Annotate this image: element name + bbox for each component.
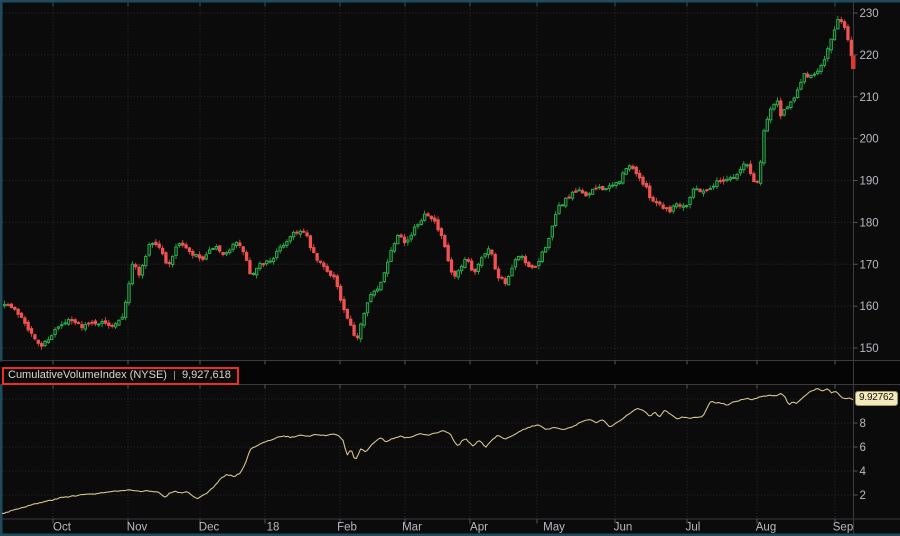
svg-text:Jul: Jul [686,522,701,534]
svg-text:170: 170 [860,259,879,271]
svg-text:220: 220 [860,50,879,62]
svg-text:Apr: Apr [470,522,488,534]
indicator-name: CumulativeVolumeIndex (NYSE) [8,369,167,381]
svg-text:Mar: Mar [402,522,422,534]
svg-text:2: 2 [860,490,866,502]
svg-text:230: 230 [860,8,879,20]
indicator-label[interactable]: CumulativeVolumeIndex (NYSE) 9,927,618 [2,367,239,385]
svg-text:Jun: Jun [614,522,633,534]
svg-text:Sep: Sep [833,522,853,534]
svg-text:May: May [543,522,565,534]
svg-text:18: 18 [267,522,280,534]
svg-text:160: 160 [860,301,879,313]
indicator-label-divider [173,371,175,380]
svg-text:8: 8 [860,418,866,430]
svg-text:190: 190 [860,176,879,188]
svg-text:Nov: Nov [127,522,148,534]
svg-text:Aug: Aug [756,522,776,534]
svg-text:Dec: Dec [199,522,220,534]
svg-text:200: 200 [860,134,879,146]
svg-text:Oct: Oct [53,522,72,534]
svg-text:210: 210 [860,92,879,104]
svg-text:Feb: Feb [337,522,357,534]
svg-text:180: 180 [860,217,879,229]
svg-text:150: 150 [860,343,879,355]
svg-text:6: 6 [860,442,866,454]
indicator-value: 9,927,618 [181,369,231,381]
svg-text:4: 4 [860,466,867,478]
indicator-last-value-label: 9.92762 [855,391,898,406]
